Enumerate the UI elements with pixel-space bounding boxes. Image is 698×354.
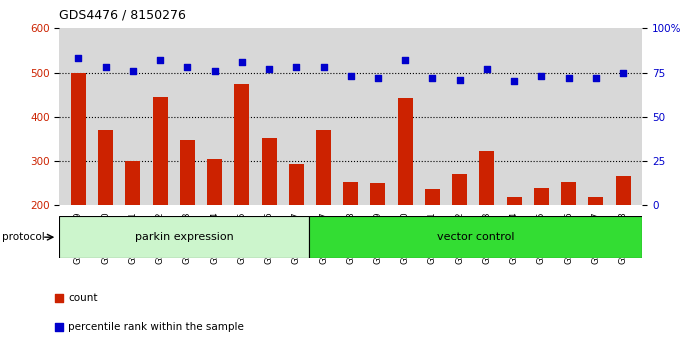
Bar <box>588 198 603 205</box>
Point <box>427 75 438 81</box>
Bar <box>452 175 467 205</box>
Text: vector control: vector control <box>437 232 514 242</box>
Point <box>563 75 574 81</box>
Bar <box>616 176 630 205</box>
Point <box>509 79 520 84</box>
Bar <box>507 198 521 205</box>
Point <box>373 75 384 81</box>
Point <box>400 57 411 63</box>
Bar <box>235 84 249 205</box>
Point <box>618 70 629 75</box>
Point <box>73 56 84 61</box>
Text: percentile rank within the sample: percentile rank within the sample <box>68 322 244 332</box>
Bar <box>262 138 276 205</box>
Point <box>318 64 329 70</box>
Point <box>482 66 493 72</box>
Point <box>454 77 466 82</box>
Bar <box>59 216 309 258</box>
Point <box>154 57 165 63</box>
Bar <box>71 73 86 205</box>
Bar <box>289 164 304 205</box>
Point <box>290 64 302 70</box>
Point <box>209 68 220 74</box>
Bar <box>316 130 331 205</box>
Text: count: count <box>68 293 98 303</box>
Bar <box>153 97 168 205</box>
Bar <box>425 189 440 205</box>
Bar <box>126 161 140 205</box>
Bar <box>371 183 385 205</box>
Bar <box>180 140 195 205</box>
Bar <box>398 98 413 205</box>
Point <box>228 189 239 195</box>
Bar <box>207 159 222 205</box>
Point <box>345 73 356 79</box>
Bar <box>561 182 576 205</box>
Bar <box>534 188 549 205</box>
Point <box>100 64 111 70</box>
Bar <box>309 216 642 258</box>
Bar <box>343 182 358 205</box>
Point <box>127 68 138 74</box>
Point <box>536 73 547 79</box>
Point <box>181 64 193 70</box>
Point <box>236 59 247 65</box>
Point <box>591 75 602 81</box>
Point <box>263 66 274 72</box>
Bar <box>480 152 494 205</box>
Bar <box>98 130 113 205</box>
Text: protocol: protocol <box>2 232 45 242</box>
Text: GDS4476 / 8150276: GDS4476 / 8150276 <box>59 9 186 22</box>
Text: parkin expression: parkin expression <box>135 232 234 242</box>
